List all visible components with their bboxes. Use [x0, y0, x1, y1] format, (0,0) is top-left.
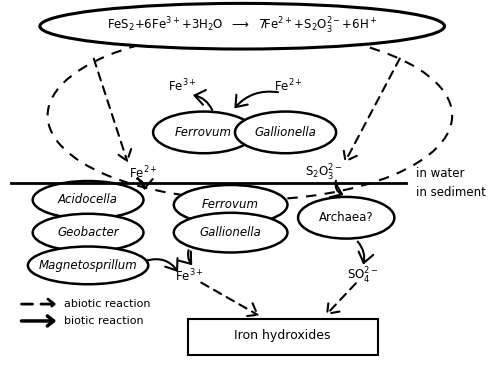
- Text: Geobacter: Geobacter: [58, 226, 119, 239]
- Text: Ferrovum: Ferrovum: [175, 126, 232, 139]
- Ellipse shape: [153, 112, 254, 153]
- Text: Acidocella: Acidocella: [58, 193, 118, 206]
- Text: Fe$^{3+}$: Fe$^{3+}$: [168, 77, 197, 94]
- Text: biotic reaction: biotic reaction: [64, 316, 144, 326]
- Text: Iron hydroxides: Iron hydroxides: [234, 329, 331, 342]
- Text: S$_2$O$_3^{2-}$: S$_2$O$_3^{2-}$: [306, 163, 343, 183]
- Ellipse shape: [40, 3, 444, 49]
- Text: Magnetosprillum: Magnetosprillum: [38, 259, 138, 272]
- Text: abiotic reaction: abiotic reaction: [64, 299, 150, 309]
- Text: FeS$_2$+6Fe$^{3+}$+3H$_2$O  $\longrightarrow$  7Fe$^{2+}$+S$_2$O$_3^{2-}$+6H$^+$: FeS$_2$+6Fe$^{3+}$+3H$_2$O $\longrightar…: [107, 16, 378, 36]
- Text: Fe$^{2+}$: Fe$^{2+}$: [274, 77, 303, 94]
- Ellipse shape: [32, 181, 144, 219]
- Ellipse shape: [298, 197, 394, 238]
- Text: Gallionella: Gallionella: [254, 126, 316, 139]
- Text: Gallionella: Gallionella: [200, 226, 262, 239]
- Ellipse shape: [235, 112, 336, 153]
- Ellipse shape: [28, 247, 148, 284]
- Text: SO$_4^{2-}$: SO$_4^{2-}$: [346, 266, 378, 286]
- Text: in water: in water: [416, 167, 464, 180]
- Text: Ferrovum: Ferrovum: [202, 198, 259, 211]
- FancyBboxPatch shape: [188, 319, 378, 355]
- Text: Fe$^{3+}$: Fe$^{3+}$: [174, 268, 204, 284]
- Ellipse shape: [174, 213, 288, 252]
- Ellipse shape: [32, 214, 144, 251]
- Text: Fe$^{2+}$: Fe$^{2+}$: [130, 165, 158, 181]
- Text: in sediment: in sediment: [416, 187, 486, 199]
- Ellipse shape: [174, 185, 288, 225]
- Text: Archaea?: Archaea?: [319, 211, 374, 224]
